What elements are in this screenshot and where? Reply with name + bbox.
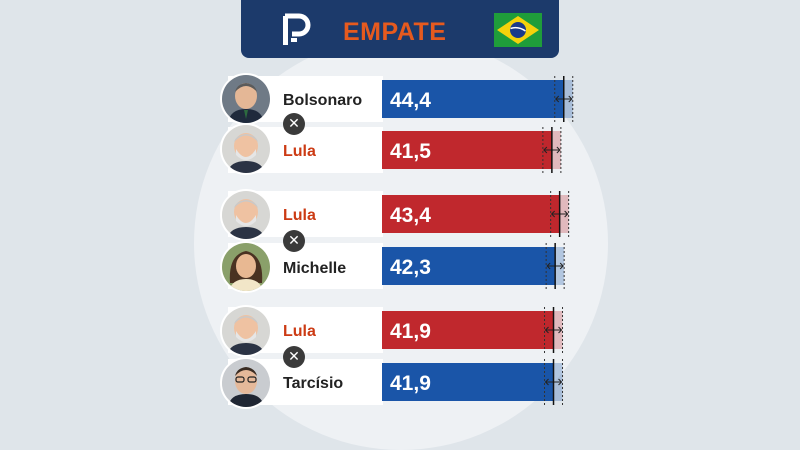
brazil-flag-icon — [494, 13, 542, 47]
avatar-bolsonaro — [220, 73, 272, 125]
avatar-michelle — [220, 241, 272, 293]
x-circle-icon: ✕ — [283, 230, 305, 252]
bar-bolsonaro — [382, 80, 564, 118]
value-label: 44,4 — [390, 89, 431, 112]
bar-lula — [382, 131, 552, 169]
poder-logo-icon — [283, 13, 311, 45]
value-label: 43,4 — [390, 204, 431, 227]
x-circle-icon: ✕ — [283, 346, 305, 368]
avatar-tarcisio — [220, 357, 272, 409]
candidate-name: Bolsonaro — [283, 92, 363, 109]
bar-lula — [382, 195, 560, 233]
avatar-lula — [220, 123, 272, 175]
value-label: 42,3 — [390, 256, 431, 279]
x-circle-icon: ✕ — [283, 113, 305, 135]
bar-tarcsio — [382, 363, 554, 401]
candidate-name: Lula — [283, 207, 316, 224]
candidate-name: Michelle — [283, 260, 347, 277]
bar-michelle — [382, 247, 556, 285]
candidate-name: Lula — [283, 323, 316, 340]
avatar-lula — [220, 305, 272, 357]
value-label: 41,9 — [390, 320, 431, 343]
bar-lula — [382, 311, 554, 349]
candidate-name: Tarcísio — [283, 375, 344, 392]
value-label: 41,9 — [390, 372, 431, 395]
avatar-lula — [220, 189, 272, 241]
header-title: EMPATE — [343, 18, 447, 46]
candidate-name: Lula — [283, 143, 316, 160]
header-banner: EMPATE — [241, 0, 559, 58]
value-label: 41,5 — [390, 140, 431, 163]
